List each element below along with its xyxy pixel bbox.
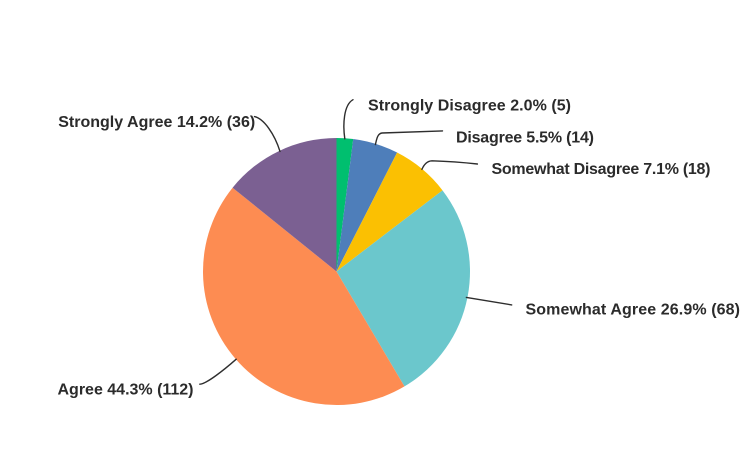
svg-text:Strongly Agree 14.2% (36): Strongly Agree 14.2% (36) bbox=[58, 114, 255, 131]
svg-text:Somewhat Agree 26.9% (68): Somewhat Agree 26.9% (68) bbox=[526, 302, 741, 319]
svg-text:Somewhat Disagree 7.1% (18): Somewhat Disagree 7.1% (18) bbox=[492, 161, 711, 178]
svg-text:Strongly Disagree 2.0% (5): Strongly Disagree 2.0% (5) bbox=[368, 98, 571, 115]
svg-text:Agree 44.3% (112): Agree 44.3% (112) bbox=[58, 382, 194, 399]
svg-text:Disagree 5.5% (14): Disagree 5.5% (14) bbox=[456, 130, 594, 147]
